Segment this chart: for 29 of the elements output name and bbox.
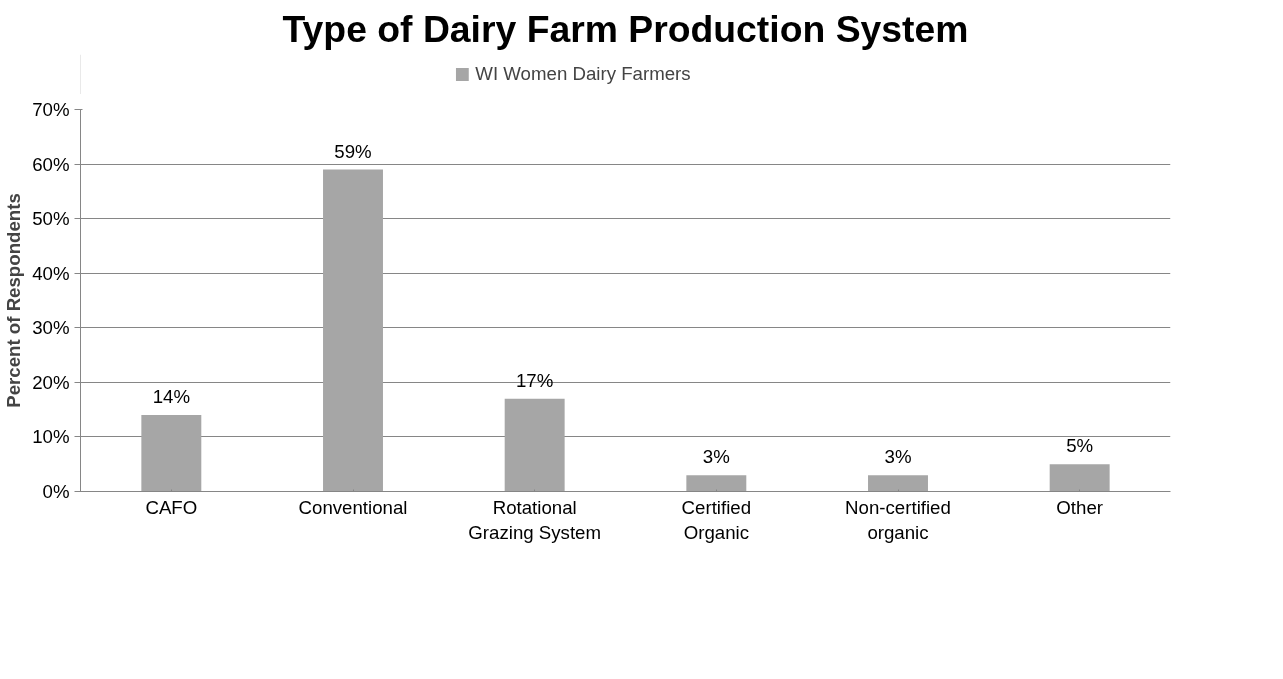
x-tick-label: Other (1056, 496, 1104, 518)
y-tick-label: 0% (42, 481, 70, 502)
data-label: 3% (702, 446, 730, 468)
bar (868, 475, 928, 492)
bar (323, 169, 383, 492)
bar (686, 475, 747, 492)
y-tick-label: 10% (32, 426, 70, 448)
y-tick-label: 40% (32, 262, 70, 284)
data-label: 17% (516, 369, 554, 391)
bar (1049, 464, 1110, 492)
y-tick-label: 50% (32, 208, 70, 230)
x-tick-label: Conventional (298, 496, 408, 518)
x-tick-label: Non-certified organic (845, 496, 951, 543)
data-label: 59% (334, 140, 372, 162)
y-tick-label: 60% (32, 153, 70, 175)
data-label: 14% (152, 386, 191, 408)
bar (141, 415, 202, 492)
data-label: 5% (1066, 435, 1094, 457)
bar (504, 398, 565, 492)
chart-title: Type of Dairy Farm Production System (282, 7, 969, 50)
y-tick-label: 30% (32, 317, 70, 339)
data-label: 3% (884, 446, 912, 468)
y-axis-title: Percent of Respondents (3, 193, 25, 408)
y-tick-label: 70% (32, 99, 70, 120)
x-tick-label: Certified Organic (681, 496, 752, 543)
y-tick-label: 20% (32, 371, 70, 393)
legend-label: WI Women Dairy Farmers (475, 63, 691, 85)
x-tick-label: CAFO (145, 496, 198, 518)
x-tick-label: Rotational Grazing System (468, 496, 602, 543)
